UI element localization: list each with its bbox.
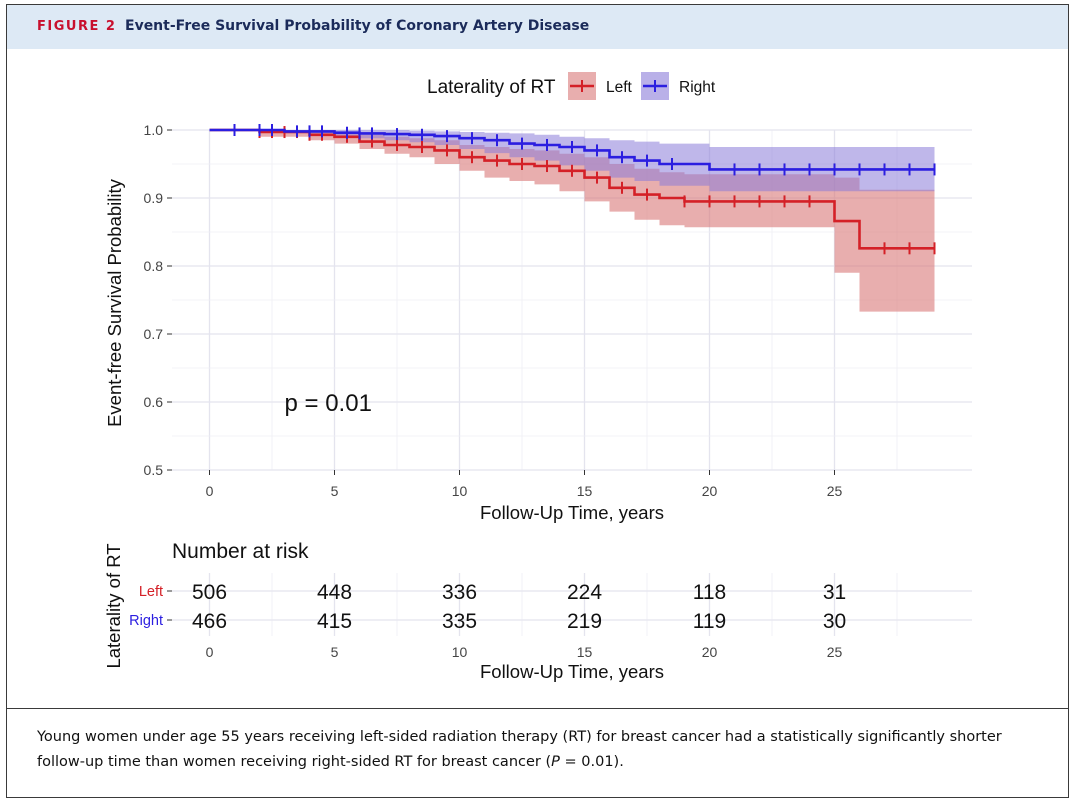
risk-row-label-right: Right (129, 613, 163, 629)
y-tick-label-0: 0.5 (144, 462, 164, 478)
risk-x-axis-title: Follow-Up Time, years (480, 661, 664, 682)
y-tick-label-1: 0.6 (144, 394, 164, 410)
x-tick-label-1: 5 (331, 483, 339, 499)
ci-band-right (209, 130, 935, 192)
p-value-annotation: p = 0.01 (285, 390, 372, 417)
risk-table-title: Number at risk (172, 540, 309, 563)
risk-count-left-1: 448 (317, 581, 352, 604)
x-tick-label-4: 20 (702, 483, 718, 499)
risk-count-right-4: 119 (693, 610, 726, 633)
x-tick-label-5: 25 (827, 483, 843, 499)
risk-count-left-3: 224 (567, 581, 602, 604)
risk-count-left-0: 506 (192, 581, 227, 604)
risk-count-right-1: 415 (317, 610, 352, 633)
risk-count-right-0: 466 (192, 610, 227, 633)
y-tick-label-2: 0.7 (144, 326, 164, 342)
figure-label: FIGURE 2 (37, 19, 117, 34)
x-axis-title: Follow-Up Time, years (480, 502, 664, 523)
caption-p-symbol: P (551, 754, 560, 770)
risk-x-tick-label-5: 25 (827, 644, 843, 660)
risk-x-tick-label-3: 15 (577, 644, 593, 660)
risk-row-label-left: Left (139, 584, 163, 600)
figure-header: FIGURE 2 Event-Free Survival Probability… (7, 5, 1068, 49)
x-tick-label-3: 15 (577, 483, 593, 499)
risk-y-axis-title: Laterality of RT (103, 543, 124, 668)
legend-label-right: Right (679, 79, 716, 96)
x-tick-label-0: 0 (206, 483, 214, 499)
risk-count-left-5: 31 (823, 581, 846, 604)
risk-x-tick-label-4: 20 (702, 644, 718, 660)
risk-count-left-2: 336 (442, 581, 477, 604)
x-tick-label-2: 10 (452, 483, 468, 499)
risk-count-right-2: 335 (442, 610, 477, 633)
legend-title: Laterality of RT (427, 77, 556, 98)
y-tick-label-5: 1.0 (144, 122, 164, 138)
figure-caption: Young women under age 55 years receiving… (37, 725, 1037, 775)
y-tick-label-3: 0.8 (144, 258, 164, 274)
risk-x-tick-label-2: 10 (452, 644, 468, 660)
risk-count-right-5: 30 (823, 610, 846, 633)
figure-title: Event-Free Survival Probability of Coron… (125, 18, 590, 34)
legend-label-left: Left (606, 79, 633, 96)
risk-x-tick-label-0: 0 (206, 644, 214, 660)
caption-text-end: = 0.01). (559, 754, 624, 770)
caption-divider (7, 708, 1068, 709)
y-tick-label-4: 0.9 (144, 190, 164, 206)
y-axis-title: Event-free Survival Probability (104, 178, 125, 427)
risk-count-left-4: 118 (693, 581, 726, 604)
caption-text-start: Young women under age 55 years receiving… (37, 729, 1002, 770)
risk-count-right-3: 219 (567, 610, 602, 633)
risk-x-tick-label-1: 5 (331, 644, 339, 660)
